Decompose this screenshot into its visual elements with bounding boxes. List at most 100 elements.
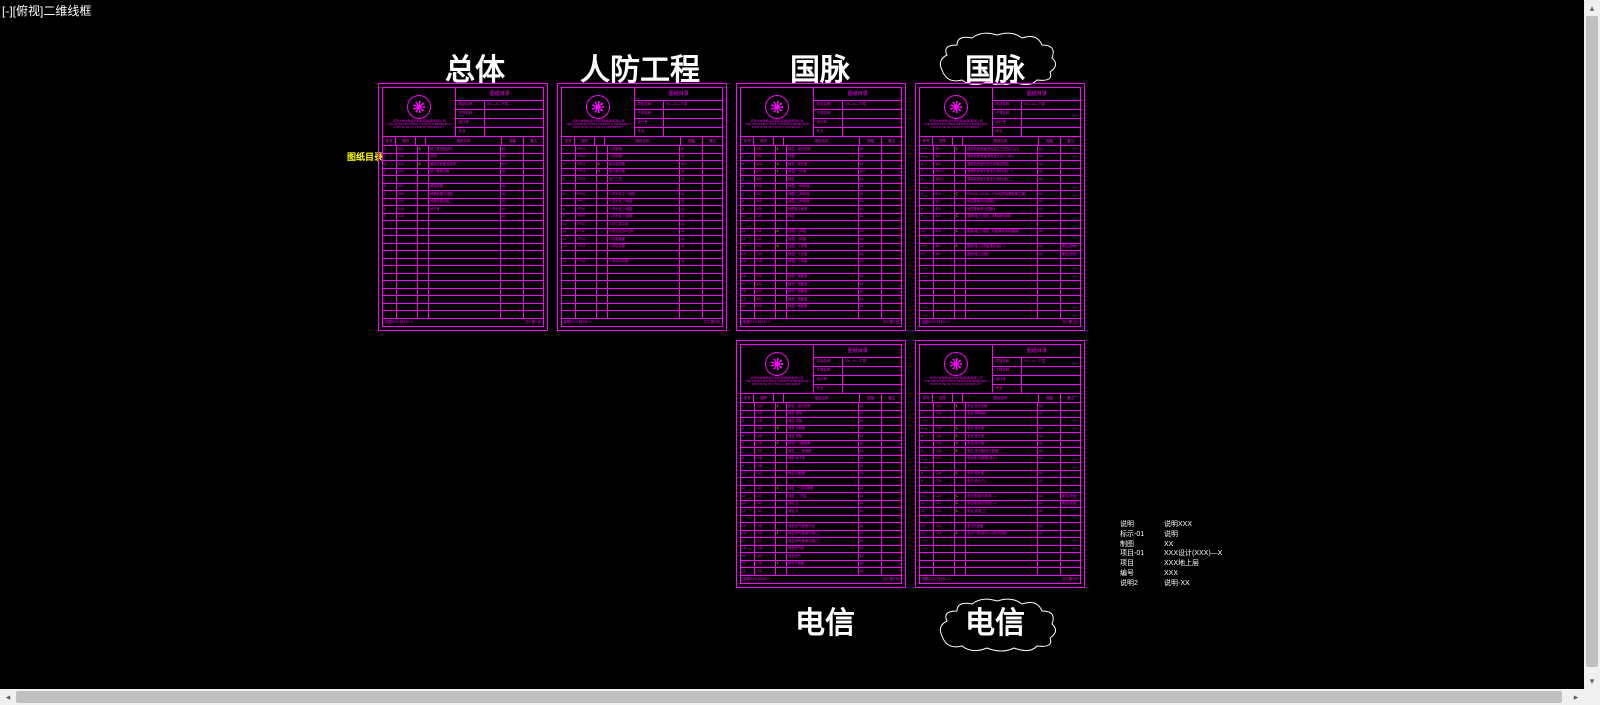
table-row (741, 478, 901, 486)
column-headers: 序号 图号 图纸名称 图幅 备注 (920, 137, 1080, 146)
table-row: 1 C01 1 电信—设计说明 A1 (741, 403, 901, 411)
table-row: 3 803 国脉机房结构设计说明及附图 A1 (920, 161, 1080, 169)
legend-row: 说明说明XXX (1120, 520, 1222, 530)
hdr-label: 子项名称 (993, 110, 1021, 119)
sheet-title: 图纸目录 (814, 88, 901, 101)
table-row: 19 C19 电信电气 A2 (741, 553, 901, 561)
sheet-footer: 制图XXX 校对X X共X 第X页 (562, 319, 722, 326)
legend-row: 项目XXX地上层 (1120, 559, 1222, 569)
table-row: 4 C04 C 电信 平面图 A1 (741, 426, 901, 434)
table-row (920, 486, 1080, 494)
table-row: 2 202 说明 A1 (383, 154, 543, 162)
legend-row: 项目-01XXX设计(XXX)—X (1120, 549, 1222, 559)
table-row (920, 296, 1080, 304)
table-row: 2 802 国脉机房地面(按标准)(七)(八)(九) A1 (920, 154, 1080, 162)
table-row: 14 C14 电信 大 A1 (741, 508, 901, 516)
table-row (741, 221, 901, 229)
institute-name: 同济大学建筑设计研究院(集团)有限公司THE ARCHITECTURAL DES… (566, 120, 630, 130)
table-row: 7 C07 电信地下(剖面)(设计) A1 (920, 456, 1080, 464)
table-row (383, 266, 543, 274)
sheet-footer: 制图XXX 校对X X共X 第X页 (383, 319, 543, 326)
table-row: 6 C06 C 电信 (一)剖面图 A1 (741, 441, 901, 449)
table-row (383, 229, 543, 237)
hdr-value: XX—A—下层 (1022, 358, 1080, 367)
table-row: 8 308 地层(三)纵剖面 A1 (741, 199, 901, 207)
hdr-label: 设计号 (635, 119, 663, 128)
horizontal-scrollbar[interactable]: ◂ ▸ (0, 689, 1584, 705)
legend-row: 制图XX (1120, 540, 1222, 550)
vertical-scrollbar[interactable]: ▴ ▾ (1584, 0, 1600, 689)
table-row (383, 221, 543, 229)
scroll-down-button[interactable]: ▾ (1584, 673, 1600, 689)
sheet-footer: 制图XXX 校对X X共X 第X页 (920, 576, 1080, 583)
institute-name: 同济大学建筑设计研究院(集团)有限公司THE ARCHITECTURAL DES… (924, 120, 988, 130)
table-row (562, 251, 722, 259)
table-row: 20 C20 1 电信平面图 A2 (741, 561, 901, 569)
sheet-header: 同济大学建筑设计研究院(集团)有限公司THE ARCHITECTURAL DES… (741, 88, 901, 137)
table-row: 6 208 地基处理之详图 A1 (383, 191, 543, 199)
table-row: 1 PF01 人防说明 A1 (562, 146, 722, 154)
hdr-label: 设计号 (814, 119, 842, 128)
vscroll-thumb[interactable] (1586, 16, 1598, 667)
sheet-header: 同济大学建筑设计研究院(集团)有限公司THE ARCHITECTURAL DES… (741, 345, 901, 394)
hdr-value (843, 367, 901, 376)
scroll-right-button[interactable]: ▸ (1568, 689, 1584, 705)
institute-name: 同济大学建筑设计研究院(集团)有限公司THE ARCHITECTURAL DES… (745, 377, 809, 387)
hdr-label: 项目名称 (814, 101, 842, 110)
hscroll-track[interactable] (16, 689, 1568, 705)
column-headers: 序号 图号 图纸名称 图幅 备注 (920, 394, 1080, 403)
table-row (383, 281, 543, 289)
table-row: 2 C02 电信 说明(续) A1 (920, 411, 1080, 419)
cad-viewport[interactable]: [-][俯视]二维线框 图纸目录 总体 人防工程 国脉 国脉 电信 电信 同济大… (0, 0, 1584, 689)
table-row: 5 PF05 地下三层 A1 (562, 176, 722, 184)
hdr-label: 设计号 (814, 376, 842, 385)
hdr-value (843, 376, 901, 385)
hdr-value: XX—A—下层 (485, 101, 543, 110)
hdr-label: 子项名称 (635, 110, 663, 119)
hdr-label: 子项名称 (993, 367, 1021, 376)
table-row: 13 C13 屋顶平面图 A1 (920, 523, 1080, 531)
legend-row: 标示-01说明 (1120, 530, 1222, 540)
hdr-value: XX—A—下层 (1022, 101, 1080, 110)
table-row: 1 301 1 地层—设计说明 A1 (741, 146, 901, 154)
table-row (562, 296, 722, 304)
table-row: 17 322 地层一剖面图 A1 (741, 281, 901, 289)
table-row (741, 266, 901, 274)
scroll-left-button[interactable]: ◂ (0, 689, 16, 705)
table-row: 13 C13 电信 五、 A1 (741, 501, 901, 509)
table-row: 3 203 C 基础平面图及说明 A1+ (383, 161, 543, 169)
hdr-label: 专业 (814, 128, 842, 136)
table-row: 6 C06 C 电信 设计图(设计说明) A1 (920, 448, 1080, 456)
table-row: 8 822 地层排版设计(国脉) A1 (920, 206, 1080, 214)
table-row (383, 289, 543, 297)
sheet-footer: 制图XXX 校对X X共X 第X页 (741, 576, 901, 583)
vscroll-track[interactable] (1584, 16, 1600, 673)
table-row: 12 851 国脉(地上)详图 A1 审(见说明) (920, 251, 1080, 259)
table-row (920, 538, 1080, 546)
drawing-index-sheet: 同济大学建筑设计研究院(集团)有限公司THE ARCHITECTURAL DES… (736, 340, 906, 588)
table-row (562, 274, 722, 282)
table-row (383, 311, 543, 319)
table-row: 4 PF04 C 板平面详图 A1 (562, 169, 722, 177)
legend-row: 说明2说明-XX (1120, 579, 1222, 589)
table-row: 9 212 A1 (383, 214, 543, 222)
legend-row: 编号XXX (1120, 569, 1222, 579)
hdr-value (485, 128, 543, 136)
table-row (920, 281, 1080, 289)
scroll-up-button[interactable]: ▴ (1584, 0, 1600, 16)
table-row (562, 289, 722, 297)
table-row: 11 C11 1 电信 一~层平面图 A1 (741, 486, 901, 494)
table-row: 12 C12 电信 二~四层 A1 (741, 493, 901, 501)
table-row: 11 C11 C 电信电(设计说明)—2 A1 审(见说明) (920, 501, 1080, 509)
table-row: 7 307 地层(二)纵剖面 A1 (741, 191, 901, 199)
table-row (562, 311, 722, 319)
table-row: 2 PF02 人防详图一 A1 (562, 154, 722, 162)
sheet-title: 图纸目录 (993, 345, 1080, 358)
table-row: 14 314 地层(一) 详图 A2 (741, 251, 901, 259)
hdr-value: XX—A—下层 (664, 101, 722, 110)
table-row (920, 516, 1080, 524)
table-row: 18 C18 电信电气线 A1 (741, 546, 901, 554)
table-row: 11 311 C 地层(一)详图 A2 (741, 229, 901, 237)
hscroll-thumb[interactable] (16, 691, 1562, 703)
sheet-header: 同济大学建筑设计研究院(集团)有限公司THE ARCHITECTURAL DES… (383, 88, 543, 137)
